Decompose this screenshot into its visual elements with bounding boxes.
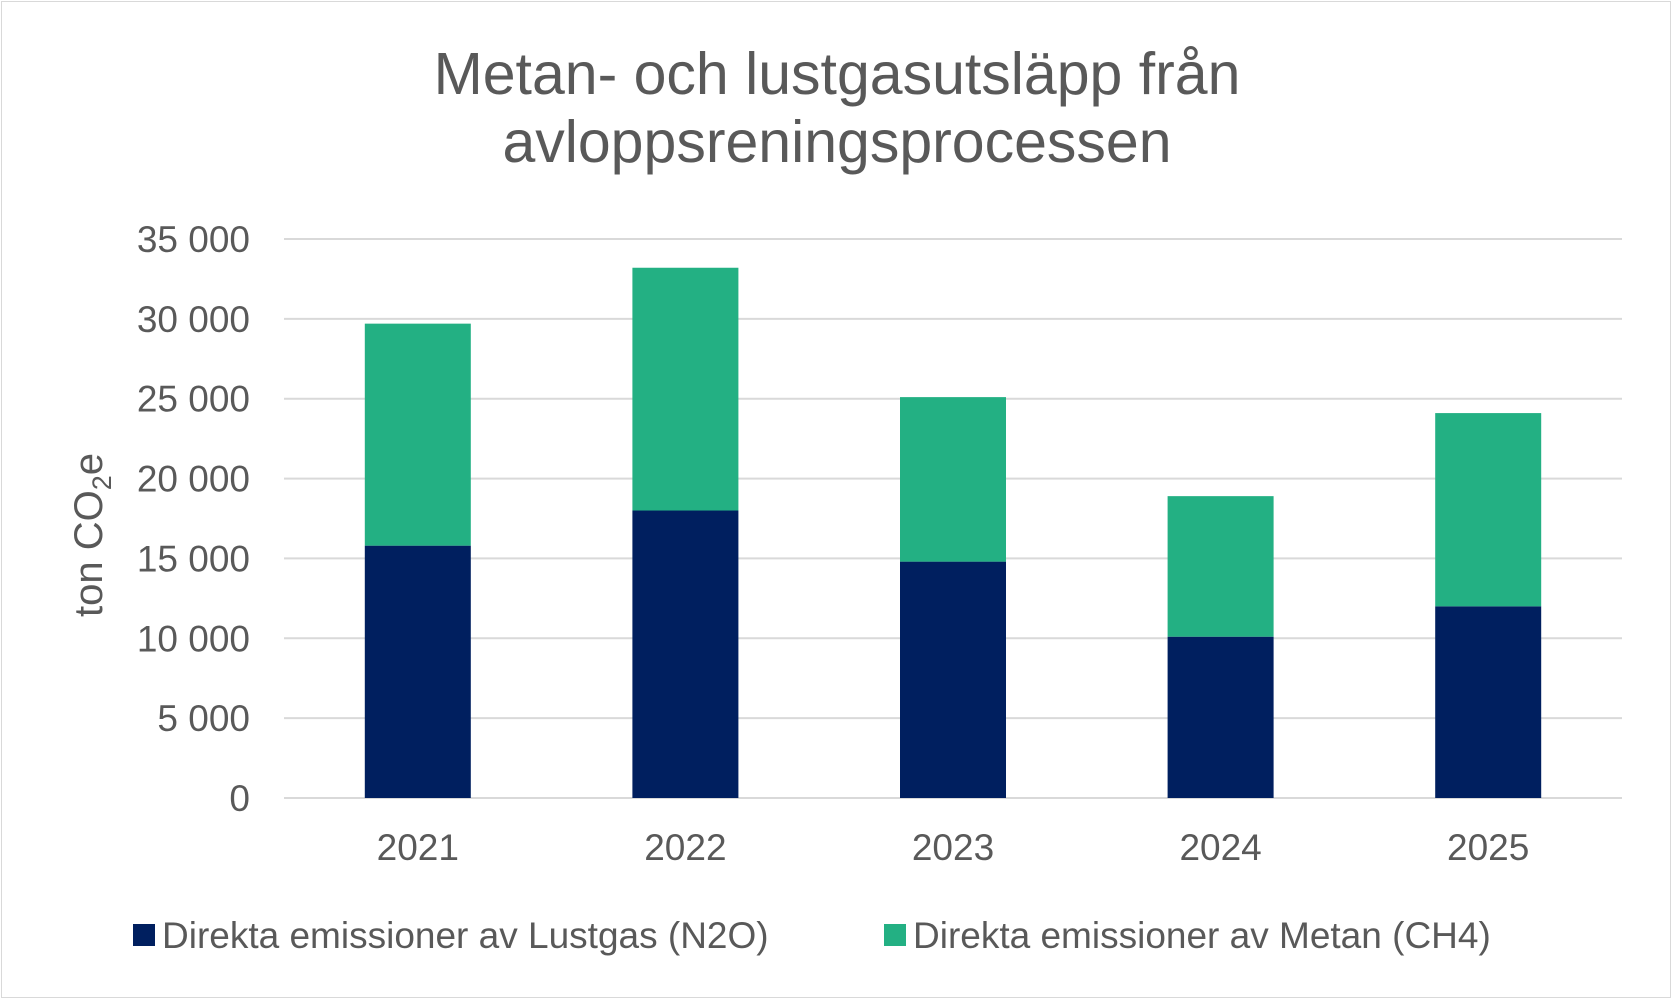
y-axis-label-suffix: e (67, 453, 111, 475)
legend-label: Direkta emissioner av Metan (CH4) (913, 915, 1491, 956)
bar-lustgas-2024 (1167, 636, 1274, 798)
chart-title: Metan- och lustgasutsläpp från avloppsre… (0, 40, 1674, 176)
y-axis-label-prefix: ton CO (67, 490, 111, 617)
legend-swatch (884, 924, 906, 946)
x-tick-labels: 2021 2022 2023 2024 2025 (377, 827, 1530, 868)
legend: Direkta emissioner av Lustgas (N2O) Direk… (133, 915, 1491, 956)
x-tick-label: 2025 (1447, 827, 1529, 868)
x-tick-label: 2021 (377, 827, 459, 868)
x-tick-label: 2023 (912, 827, 994, 868)
legend-label: Direkta emissioner av Lustgas (N2O) (162, 915, 769, 956)
bar-metan-2024 (1167, 496, 1274, 637)
chart-title-line-1: Metan- och lustgasutsläpp från (433, 41, 1241, 107)
y-tick-labels: 0 5 000 10 000 15 000 20 000 25 000 30 000 35 0… (137, 219, 250, 819)
y-tick-label: 10 000 (137, 618, 250, 659)
bar-lustgas-2023 (900, 561, 1006, 798)
bar-lustgas-2022 (632, 510, 739, 798)
bar-metan-2025 (1435, 413, 1542, 607)
y-tick-label: 35 000 (137, 219, 250, 260)
y-tick-label: 0 (229, 778, 250, 819)
x-tick-label: 2022 (644, 827, 726, 868)
y-tick-label: 30 000 (137, 299, 250, 340)
bars (364, 267, 1542, 798)
legend-swatch (133, 924, 155, 946)
bar-lustgas-2025 (1435, 606, 1542, 798)
y-tick-label: 25 000 (137, 379, 250, 420)
x-tick-label: 2024 (1179, 827, 1261, 868)
bar-metan-2022 (632, 267, 739, 511)
y-axis-label-subscript: 2 (87, 475, 117, 490)
y-tick-label: 20 000 (137, 459, 250, 500)
y-tick-label: 15 000 (137, 538, 250, 579)
y-tick-label: 5 000 (157, 698, 250, 739)
y-axis-label: ton CO2e (67, 453, 117, 617)
chart-title-line-2: avloppsreningsprocessen (502, 109, 1172, 175)
bar-lustgas-2021 (364, 545, 471, 798)
bar-metan-2021 (364, 323, 471, 546)
bar-metan-2023 (900, 397, 1006, 562)
